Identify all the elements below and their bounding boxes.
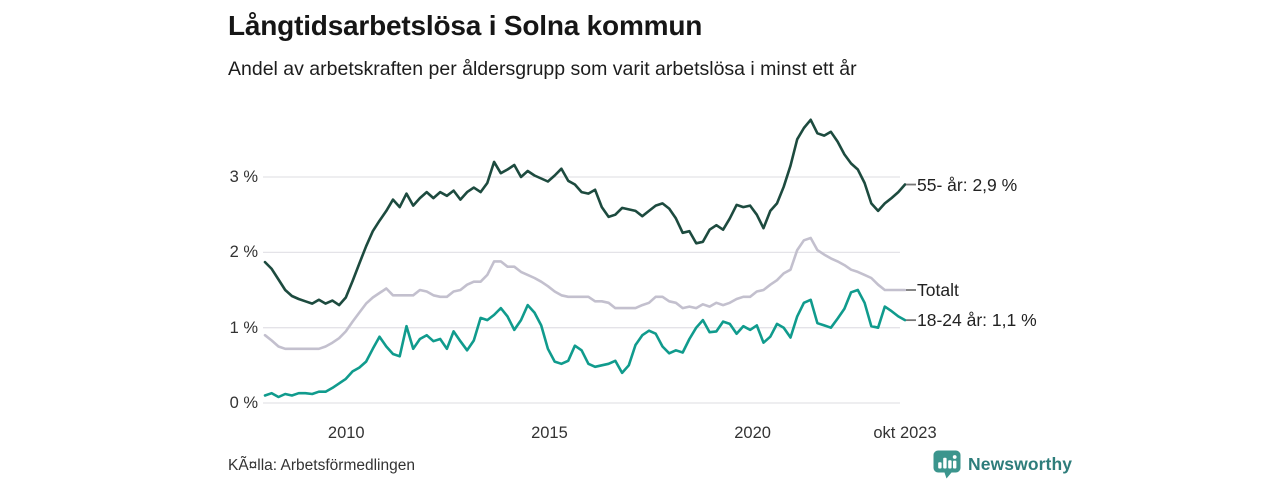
series-end-label-totalt: Totalt [917, 280, 959, 300]
y-axis-tick: 3 % [229, 168, 258, 186]
x-axis-tick: 2020 [734, 424, 771, 442]
page-title: Långtidsarbetslösa i Solna kommun [228, 10, 703, 41]
y-axis-tick: 0 % [229, 394, 258, 412]
newsworthy-logo-icon [933, 450, 961, 479]
x-axis-tick: okt 2023 [873, 424, 937, 442]
series-end-label-55: 55- år: 2,9 % [917, 174, 1018, 195]
newsworthy-wordmark: Newsworthy [968, 454, 1073, 474]
newsworthy-brand: Newsworthy [933, 450, 1072, 479]
series-end-label-1824: 18-24 år: 1,1 % [917, 310, 1037, 331]
source-note: KÃ¤lla: Arbetsförmedlingen [228, 457, 415, 474]
chart-subtitle: Andel av arbetskraften per åldersgrupp s… [228, 58, 857, 80]
x-axis-tick: 2015 [531, 424, 568, 442]
series-line-55- år [263, 118, 907, 307]
x-axis-tick: 2010 [327, 424, 365, 442]
y-axis-tick: 2 % [229, 243, 258, 262]
y-axis-tick: 1 % [229, 318, 258, 337]
series-line-18-24 år [263, 288, 907, 399]
series-line-Totalt [263, 236, 907, 351]
